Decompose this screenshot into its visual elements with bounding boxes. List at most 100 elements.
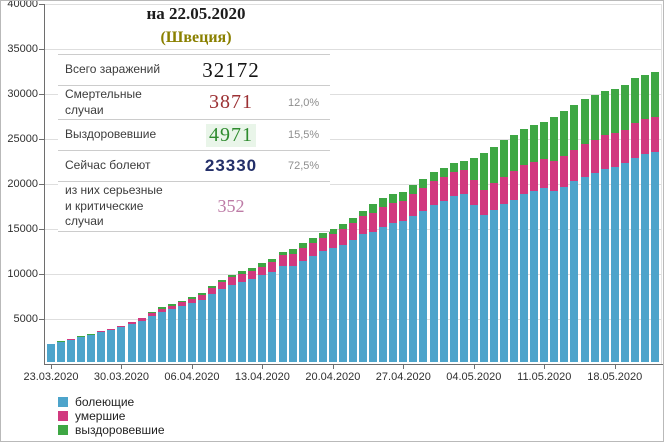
bar-09.05[interactable] xyxy=(520,128,529,362)
bar-25.04[interactable] xyxy=(379,198,388,362)
bar-02.04[interactable] xyxy=(147,311,156,362)
bar-segment-выздоровевшие xyxy=(570,104,579,150)
bar-23.03[interactable] xyxy=(47,343,55,362)
bar-segment-умершие xyxy=(610,133,619,167)
bar-segment-умершие xyxy=(600,135,609,169)
bar-segment-выздоровевшие xyxy=(550,116,559,162)
bar-18.04[interactable] xyxy=(308,237,317,362)
bar-04.04[interactable] xyxy=(167,304,176,362)
bar-segment-болеющие xyxy=(87,335,96,362)
bar-15.05[interactable] xyxy=(580,99,589,362)
bar-segment-умершие xyxy=(208,288,217,295)
stats-label-total: Всего заражений xyxy=(65,62,161,77)
bar-segment-выздоровевшие xyxy=(409,185,418,195)
bar-27.03[interactable] xyxy=(87,334,96,362)
bar-16.04[interactable] xyxy=(288,249,297,362)
bar-segment-болеющие xyxy=(600,168,609,362)
bar-26.04[interactable] xyxy=(389,194,398,362)
bar-segment-болеющие xyxy=(369,232,378,362)
bar-31.03[interactable] xyxy=(127,322,136,362)
bar-20.04[interactable] xyxy=(328,229,337,362)
bar-21.05[interactable] xyxy=(640,74,649,362)
bar-segment-болеющие xyxy=(379,227,388,362)
bar-29.04[interactable] xyxy=(419,179,428,362)
bar-19.04[interactable] xyxy=(318,232,327,362)
bar-21.04[interactable] xyxy=(338,224,347,362)
bar-09.04[interactable] xyxy=(218,279,227,362)
stats-label-active: Сейчас болеют xyxy=(65,158,151,173)
bar-30.04[interactable] xyxy=(429,172,438,362)
bar-12.05[interactable] xyxy=(550,116,559,362)
bar-segment-выздоровевшие xyxy=(429,172,438,182)
x-tick-label: 30.03.2020 xyxy=(93,371,149,383)
bar-14.04[interactable] xyxy=(268,259,277,362)
bar-26.03[interactable] xyxy=(77,336,86,362)
bar-18.05[interactable] xyxy=(610,88,619,362)
bar-segment-умершие xyxy=(328,233,337,249)
bar-segment-умершие xyxy=(97,331,106,333)
bar-17.05[interactable] xyxy=(600,90,609,362)
legend-item-умершие: умершие xyxy=(58,409,165,423)
bar-segment-выздоровевшие xyxy=(218,279,227,282)
bar-24.03[interactable] xyxy=(57,341,66,362)
bar-30.03[interactable] xyxy=(117,325,126,362)
bar-segment-болеющие xyxy=(57,341,66,362)
bar-04.05[interactable] xyxy=(469,157,478,362)
bar-07.05[interactable] xyxy=(500,140,508,362)
bar-13.05[interactable] xyxy=(560,110,569,362)
bar-20.05[interactable] xyxy=(630,78,639,362)
bar-06.04[interactable] xyxy=(187,297,196,362)
bar-10.05[interactable] xyxy=(530,125,539,362)
bar-28.03[interactable] xyxy=(97,331,106,362)
bar-segment-болеющие xyxy=(610,166,619,362)
bar-segment-болеющие xyxy=(349,240,357,362)
bar-08.04[interactable] xyxy=(208,286,217,362)
bar-24.04[interactable] xyxy=(369,203,378,362)
bar-segment-выздоровевшие xyxy=(630,78,639,124)
bar-22.05[interactable] xyxy=(651,72,659,362)
bar-12.04[interactable] xyxy=(248,267,257,362)
y-axis xyxy=(44,4,45,365)
bar-22.04[interactable] xyxy=(349,218,357,362)
bar-03.04[interactable] xyxy=(157,306,166,362)
bar-01.04[interactable] xyxy=(137,317,146,362)
bar-02.05[interactable] xyxy=(449,163,458,362)
bar-segment-болеющие xyxy=(439,201,448,362)
bar-11.04[interactable] xyxy=(238,270,247,362)
bar-segment-умершие xyxy=(449,172,458,197)
bar-27.04[interactable] xyxy=(399,191,408,362)
bar-23.04[interactable] xyxy=(359,211,368,362)
gridline-20000 xyxy=(45,184,661,185)
bar-segment-болеющие xyxy=(177,305,186,362)
bar-25.03[interactable] xyxy=(67,339,76,362)
bar-segment-болеющие xyxy=(389,223,398,362)
bar-segment-умершие xyxy=(268,262,277,272)
bar-segment-болеющие xyxy=(238,282,247,362)
bar-05.04[interactable] xyxy=(177,300,186,362)
bar-segment-умершие xyxy=(630,123,639,158)
bar-10.04[interactable] xyxy=(228,274,237,362)
bar-14.05[interactable] xyxy=(570,104,579,362)
bar-01.05[interactable] xyxy=(439,168,448,362)
bar-segment-умершие xyxy=(177,302,186,306)
bar-08.05[interactable] xyxy=(510,134,519,362)
bar-13.04[interactable] xyxy=(258,263,267,362)
bar-11.05[interactable] xyxy=(540,122,549,362)
bar-15.04[interactable] xyxy=(278,251,287,362)
bar-segment-выздоровевшие xyxy=(640,74,649,120)
bar-06.05[interactable] xyxy=(489,146,498,362)
stats-value-deaths: 3871 xyxy=(178,91,284,114)
bar-29.03[interactable] xyxy=(107,328,116,362)
bar-17.04[interactable] xyxy=(298,243,307,362)
stats-value-text-active: 23330 xyxy=(204,156,258,176)
bar-segment-умершие xyxy=(389,203,398,224)
bar-28.04[interactable] xyxy=(409,185,418,362)
bar-segment-умершие xyxy=(349,222,357,241)
bar-segment-выздоровевшие xyxy=(560,110,569,156)
bar-03.05[interactable] xyxy=(459,161,468,362)
bar-07.04[interactable] xyxy=(198,292,206,362)
bar-19.05[interactable] xyxy=(620,84,629,362)
bar-16.05[interactable] xyxy=(590,94,599,362)
bar-segment-выздоровевшие xyxy=(520,128,529,166)
bar-05.05[interactable] xyxy=(479,153,488,362)
